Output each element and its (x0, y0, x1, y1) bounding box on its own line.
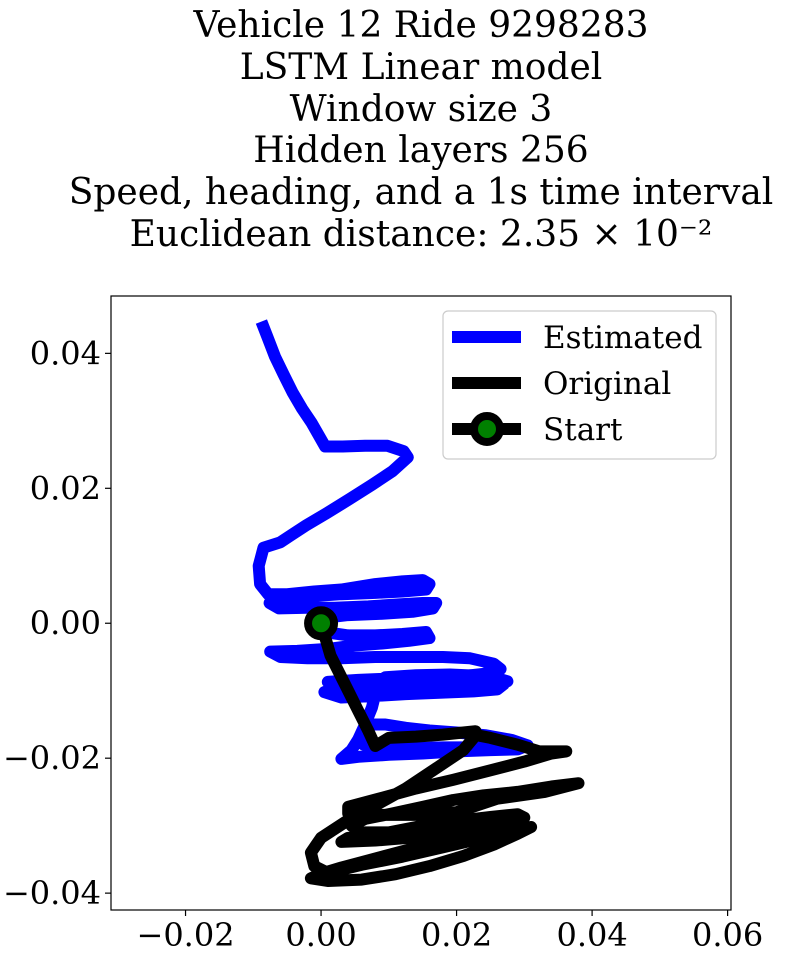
x-axis: −0.02 0.00 0.02 0.04 0.06 (137, 910, 763, 954)
plot-frame (110, 295, 732, 911)
x-tick-label: 0.04 (556, 916, 627, 954)
series-layer (252, 319, 585, 887)
legend-swatch-start-marker (470, 412, 504, 446)
title-line-5: Speed, heading, and a 1s time interval (69, 172, 774, 213)
start-marker (304, 606, 339, 641)
x-tick-label: −0.02 (137, 916, 235, 954)
y-tick-label: 0.02 (30, 469, 101, 507)
y-tick-label: −0.04 (3, 874, 101, 912)
legend: Estimated Original Start (442, 310, 717, 460)
title-line-4: Hidden layers 256 (253, 130, 588, 171)
x-tick-label: 0.00 (285, 916, 356, 954)
marker-layer (304, 606, 339, 641)
title-line-2: LSTM Linear model (240, 47, 603, 88)
x-tick-label: 0.02 (421, 916, 492, 954)
chart-title: Vehicle 12 Ride 9298283 LSTM Linear mode… (69, 5, 774, 255)
legend-frame (442, 310, 717, 460)
legend-label-start: Start (543, 412, 623, 448)
y-axis: −0.04 −0.02 0.00 0.02 0.04 (3, 334, 111, 912)
legend-label-original: Original (543, 366, 671, 402)
title-line-6: Euclidean distance: 2.35 × 10⁻² (130, 214, 713, 255)
series-line-estimated (252, 319, 534, 765)
series-line-original (304, 621, 585, 887)
x-tick-label: 0.06 (692, 916, 763, 954)
y-tick-label: 0.04 (30, 334, 101, 372)
title-line-3: Window size 3 (290, 89, 553, 130)
title-line-1: Vehicle 12 Ride 9298283 (192, 5, 648, 46)
legend-label-estimated: Estimated (543, 320, 702, 356)
y-tick-label: 0.00 (30, 604, 101, 642)
y-tick-label: −0.02 (3, 739, 101, 777)
